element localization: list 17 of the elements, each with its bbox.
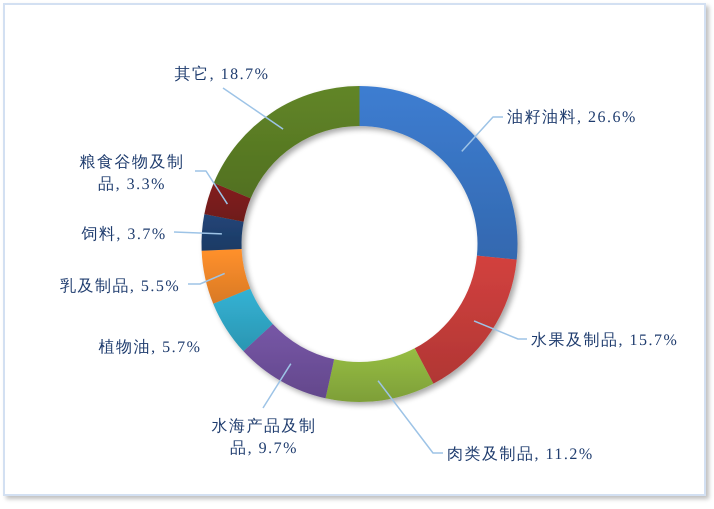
- donut-slice: [243, 324, 334, 398]
- donut-slice: [326, 348, 434, 402]
- donut-slice: [202, 249, 250, 304]
- slice-label: 其它, 18.7%: [174, 65, 270, 83]
- slice-label: 乳及制品, 5.5%: [60, 277, 180, 295]
- donut-slice: [204, 182, 251, 222]
- slice-label: 油籽油料, 26.6%: [507, 108, 637, 126]
- donut-slice: [214, 86, 360, 198]
- donut-slice: [202, 214, 244, 251]
- slice-label: 水果及制品, 15.7%: [531, 331, 678, 349]
- donut-slice: [213, 288, 273, 352]
- slice-label: 水海产品及制品, 9.7%: [212, 417, 316, 457]
- donut-slice: [414, 256, 517, 384]
- slice-label: 粮食谷物及制品, 3.3%: [80, 153, 184, 193]
- slice-label: 肉类及制品, 11.2%: [447, 445, 594, 463]
- slice-label: 植物油, 5.7%: [98, 338, 202, 356]
- slice-label: 饲料, 3.7%: [80, 225, 167, 243]
